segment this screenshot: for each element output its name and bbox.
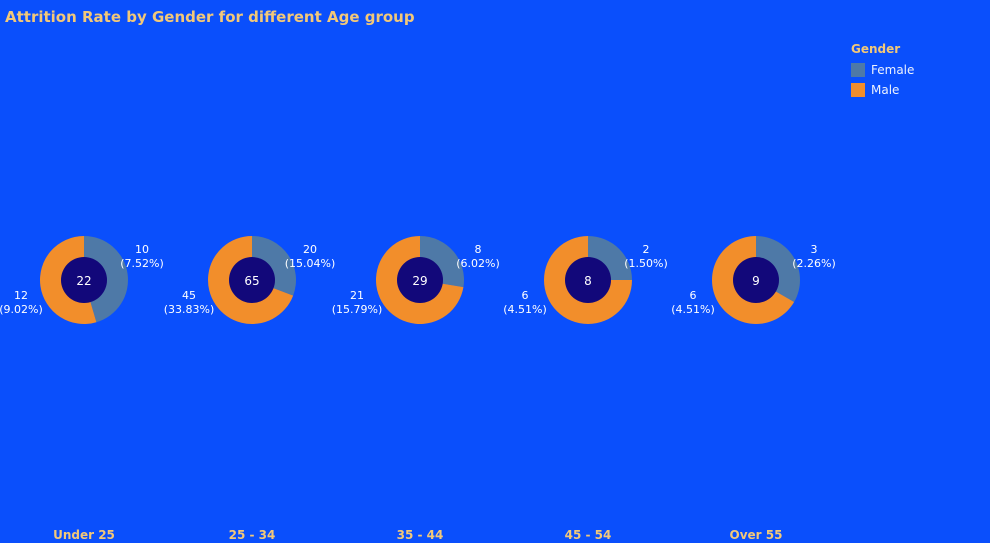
- donut-hole: [733, 257, 779, 303]
- legend-swatch-male: [851, 83, 865, 97]
- data-label-male: 6 (4.51%): [671, 289, 715, 316]
- data-label-female: 10 (7.52%): [120, 243, 164, 270]
- legend-swatch-female: [851, 63, 865, 77]
- data-label-male: 12 (9.02%): [0, 289, 43, 316]
- data-label-female: 2 (1.50%): [624, 243, 668, 270]
- legend-item-male[interactable]: Male: [851, 80, 914, 100]
- category-label: 35 - 44: [397, 528, 444, 542]
- category-label: Over 55: [730, 528, 783, 542]
- legend-label-male: Male: [871, 83, 900, 97]
- chart-title: Attrition Rate by Gender for different A…: [5, 8, 415, 26]
- data-label-female: 20 (15.04%): [285, 243, 336, 270]
- donut-total-label: 29: [412, 274, 427, 288]
- data-label-female: 3 (2.26%): [792, 243, 836, 270]
- donut-total-label: 22: [76, 274, 91, 288]
- donut-hole: [61, 257, 107, 303]
- donut-hole: [229, 257, 275, 303]
- donut-total-label: 8: [584, 274, 592, 288]
- category-label: Under 25: [53, 528, 115, 542]
- data-label-male: 21 (15.79%): [332, 289, 383, 316]
- donut-hole: [397, 257, 443, 303]
- donut-total-label: 65: [244, 274, 259, 288]
- legend-title: Gender: [851, 42, 901, 56]
- category-label: 25 - 34: [229, 528, 276, 542]
- data-label-female: 8 (6.02%): [456, 243, 500, 270]
- category-label: 45 - 54: [565, 528, 612, 542]
- legend-item-female[interactable]: Female: [851, 60, 914, 80]
- legend: Gender Female Male: [851, 42, 914, 100]
- legend-label-female: Female: [871, 63, 915, 77]
- data-label-male: 45 (33.83%): [164, 289, 215, 316]
- data-label-male: 6 (4.51%): [503, 289, 547, 316]
- donut-total-label: 9: [752, 274, 760, 288]
- donut-hole: [565, 257, 611, 303]
